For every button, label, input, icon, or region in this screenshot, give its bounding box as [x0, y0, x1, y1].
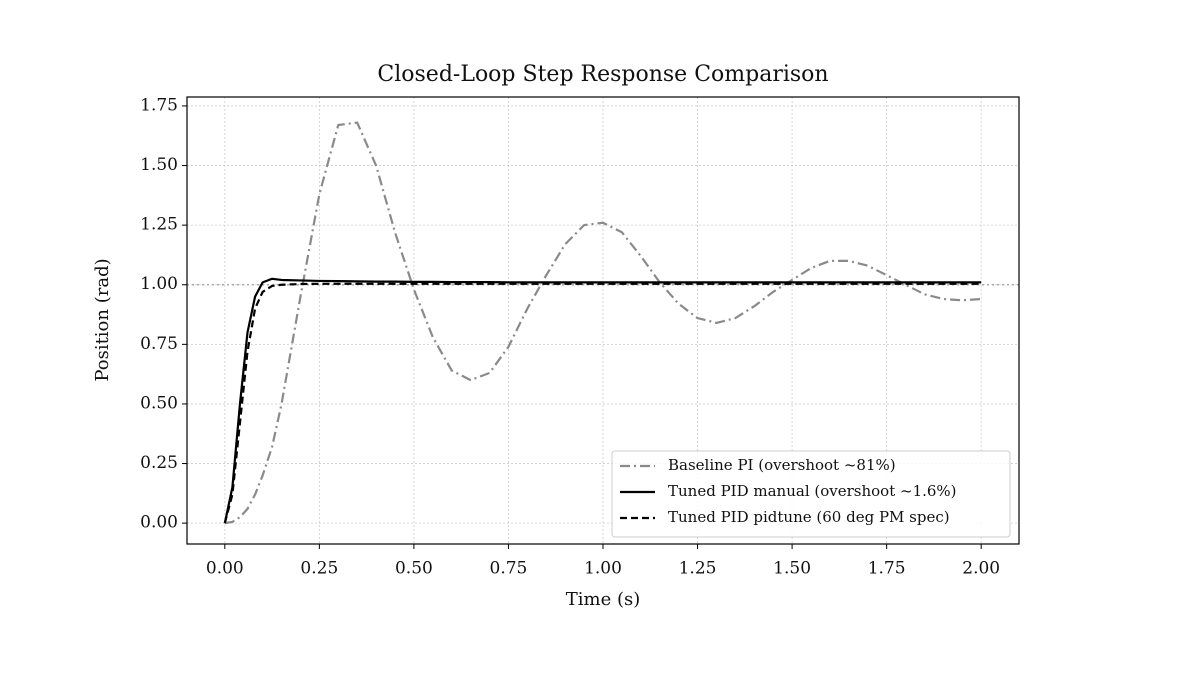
x-tick-label: 2.00	[962, 559, 1000, 579]
chart-title: Closed-Loop Step Response Comparison	[377, 62, 828, 87]
series-line	[223, 277, 982, 524]
legend-box	[611, 450, 1011, 538]
x-tick-label: 1.00	[584, 559, 622, 579]
y-tick-label: 0.75	[140, 334, 178, 354]
y-tick-label: 1.75	[140, 95, 178, 115]
x-tick-label: 0.00	[206, 559, 244, 579]
series-line	[224, 121, 982, 525]
legend-label: Baseline PI (overshoot ~81%)	[668, 456, 896, 474]
y-tick-label: 0.50	[140, 393, 178, 413]
y-tick-label: 1.25	[140, 215, 178, 235]
x-tick-label: 0.50	[395, 559, 433, 579]
series-line	[223, 282, 982, 524]
x-tick-label: 1.75	[868, 559, 906, 579]
x-tick-label: 1.50	[773, 559, 811, 579]
y-tick-label: 0.00	[140, 513, 178, 533]
x-tick-label: 0.75	[490, 559, 528, 579]
x-tick-label: 1.25	[679, 559, 717, 579]
legend-label: Tuned PID pidtune (60 deg PM spec)	[668, 508, 950, 526]
y-tick-label: 0.25	[140, 453, 178, 473]
plot-frame	[186, 96, 1020, 545]
legend-label: Tuned PID manual (overshoot ~1.6%)	[668, 482, 957, 500]
y-tick-label: 1.00	[140, 274, 178, 294]
y-tick-label: 1.50	[140, 155, 178, 175]
x-tick-label: 0.25	[300, 559, 338, 579]
x-axis-label: Time (s)	[566, 589, 641, 610]
y-axis-label: Position (rad)	[92, 258, 113, 381]
